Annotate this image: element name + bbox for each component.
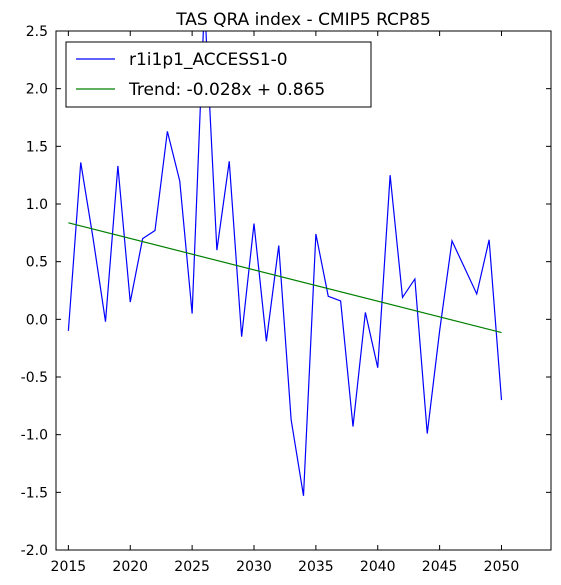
legend: r1i1p1_ACCESS1-0 Trend: -0.028x + 0.865 — [65, 41, 372, 108]
y-axis: -2.0 -1.5 -1.0 -0.5 0.0 0.5 1.0 1.5 2.0 2.5 — [21, 24, 551, 559]
x-axis: 2015 2020 2025 2030 2035 2040 2045 2050 — [51, 31, 520, 575]
x-tick-label: 2025 — [174, 559, 210, 575]
chart-title: TAS QRA index - CMIP5 RCP85 — [175, 10, 431, 30]
y-tick-label: 1.0 — [26, 197, 48, 213]
legend-box — [65, 41, 372, 108]
y-tick-label: 1.5 — [26, 139, 48, 155]
y-tick-label: -0.5 — [21, 370, 48, 386]
plot-frame — [55, 30, 552, 551]
y-tick-label: 2.0 — [26, 82, 48, 98]
legend-label-series-0: r1i1p1_ACCESS1-0 — [129, 50, 288, 70]
series-layer — [67, 31, 503, 496]
x-tick-label: 2040 — [360, 559, 396, 575]
legend-label-series-1: Trend: -0.028x + 0.865 — [128, 80, 325, 100]
x-tick-label: 2045 — [422, 559, 458, 575]
y-tick-label: -1.0 — [21, 428, 48, 444]
series-line-0 — [67, 31, 503, 496]
x-tick-label: 2020 — [112, 559, 148, 575]
y-tick-label: 0.5 — [26, 255, 48, 271]
x-tick-label: 2050 — [484, 559, 520, 575]
x-tick-label: 2015 — [51, 559, 87, 575]
y-tick-label: -2.0 — [21, 543, 48, 559]
y-tick-label: -1.5 — [21, 485, 48, 501]
series-line-1 — [68, 222, 502, 334]
plot-area — [56, 31, 551, 550]
y-tick-label: 2.5 — [26, 24, 48, 40]
y-tick-label: 0.0 — [26, 312, 48, 328]
x-tick-label: 2035 — [298, 559, 334, 575]
x-tick-label: 2030 — [236, 559, 272, 575]
